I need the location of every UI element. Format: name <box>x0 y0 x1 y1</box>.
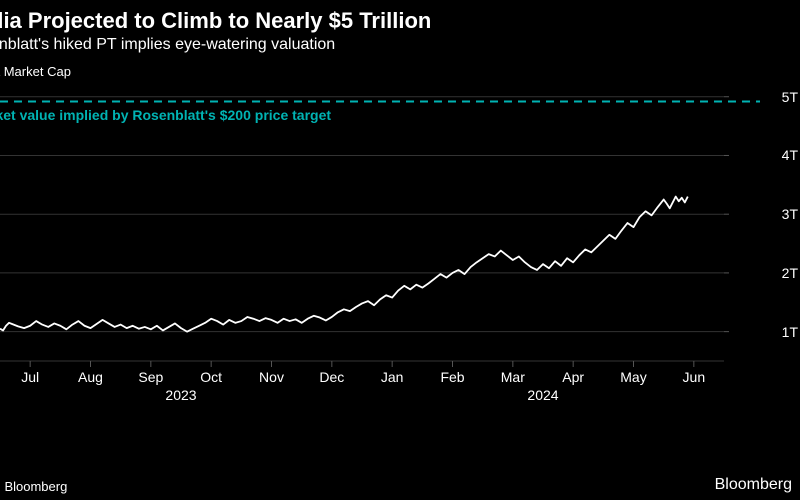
y-tick-label: 1T <box>782 324 798 340</box>
x-tick-label: Jul <box>21 369 39 385</box>
x-tick-label: Apr <box>562 369 584 385</box>
x-year-label: 2024 <box>527 387 558 403</box>
x-tick-label: Mar <box>501 369 525 385</box>
x-tick-label: Nov <box>259 369 284 385</box>
x-tick-label: Feb <box>440 369 464 385</box>
brand-label: Bloomberg <box>715 476 792 494</box>
x-tick-label: Jun <box>683 369 706 385</box>
y-tick-label: 4T <box>782 147 798 163</box>
chart-plot-area: rket value implied by Rosenblatt's $200 … <box>0 85 800 455</box>
chart-container: dia Projected to Climb to Nearly $5 Tril… <box>0 0 800 500</box>
x-tick-label: Sep <box>138 369 163 385</box>
series-label: ia Market Cap <box>0 54 800 85</box>
chart-title: dia Projected to Climb to Nearly $5 Tril… <box>0 0 800 34</box>
y-tick-label: 5T <box>782 89 798 105</box>
source-attribution: e: Bloomberg <box>0 479 67 494</box>
line-chart-svg <box>0 85 760 405</box>
x-year-label: 2023 <box>165 387 196 403</box>
reference-annotation: rket value implied by Rosenblatt's $200 … <box>0 107 331 123</box>
chart-subtitle: enblatt's hiked PT implies eye-watering … <box>0 34 800 54</box>
x-tick-label: Oct <box>200 369 222 385</box>
x-tick-label: Aug <box>78 369 103 385</box>
x-tick-label: Dec <box>319 369 344 385</box>
x-tick-label: May <box>620 369 646 385</box>
x-tick-label: Jan <box>381 369 404 385</box>
y-tick-label: 3T <box>782 206 798 222</box>
y-tick-label: 2T <box>782 265 798 281</box>
